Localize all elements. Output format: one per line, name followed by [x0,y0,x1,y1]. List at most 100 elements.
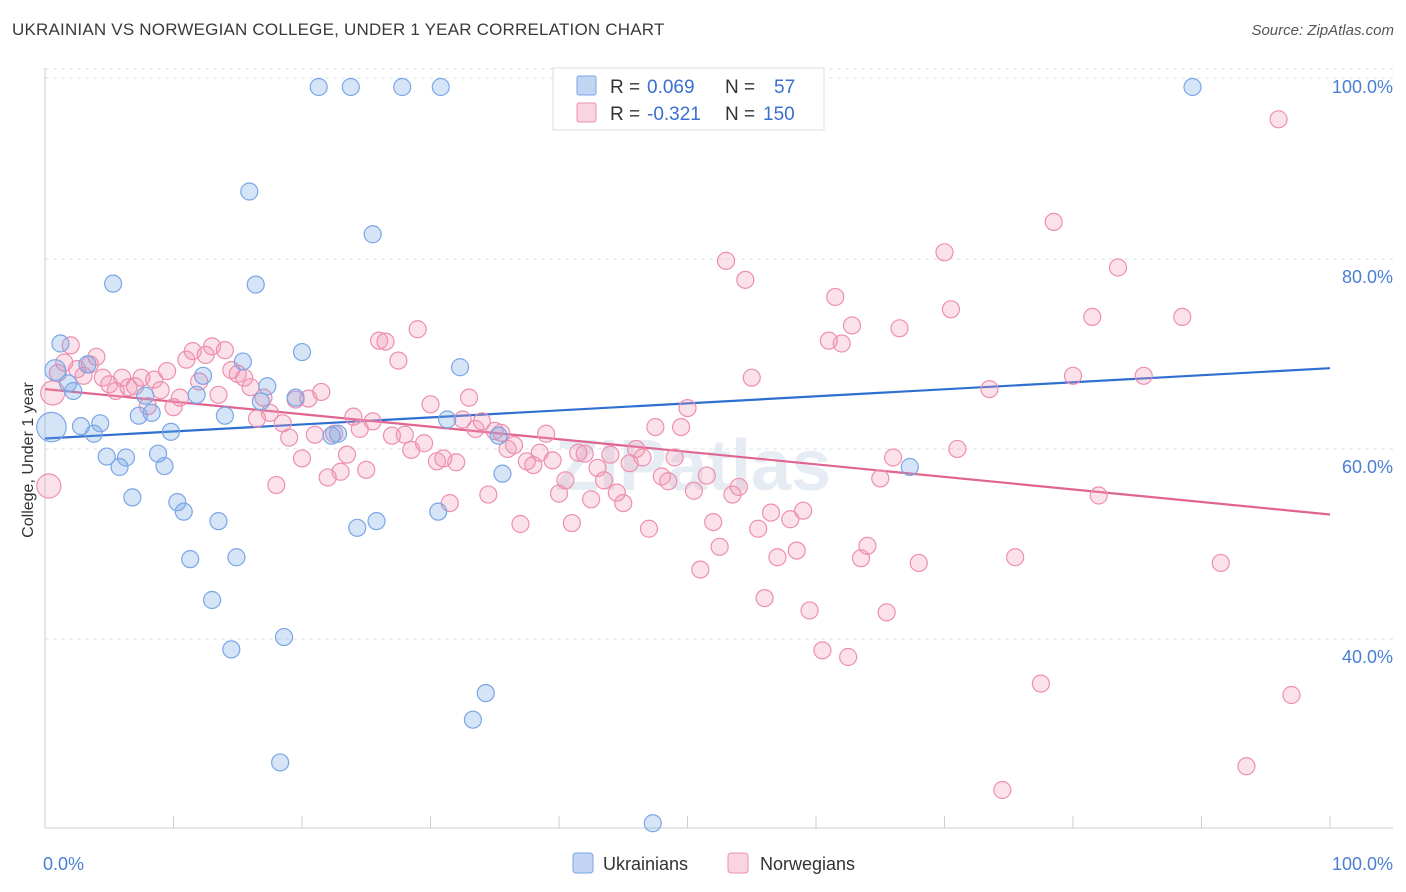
point-norwegians-98 [665,448,684,467]
point-ukrainians-29 [227,548,246,567]
point-norwegians-67 [466,419,485,439]
point-norwegians-145 [1173,307,1192,326]
point-ukrainians-39 [309,77,328,97]
chart-source: Source: ZipAtlas.com [1251,22,1394,39]
point-norwegians-119 [813,641,832,660]
point-ukrainians-6 [78,355,97,374]
point-norwegians-141 [1083,307,1102,326]
point-ukrainians-22 [181,550,200,569]
point-ukrainians-8 [91,414,110,433]
y-tick-label-1: 80.0% [1342,267,1393,287]
y-tick-label-3: 40.0% [1342,647,1393,667]
legend-r-label-2: R = [610,104,640,125]
point-norwegians-27 [209,385,228,404]
point-ukrainians-11 [110,457,129,477]
point-norwegians-143 [1108,258,1128,277]
point-ukrainians-52 [476,683,495,703]
point-norwegians-65 [453,410,472,429]
point-ukrainians-16 [142,403,161,422]
point-norwegians-137 [1006,548,1025,567]
point-norwegians-59 [414,434,434,453]
point-norwegians-129 [883,448,903,467]
point-norwegians-117 [794,501,813,520]
point-ukrainians-44 [363,225,382,244]
point-norwegians-18 [151,380,170,400]
point-norwegians-142 [1089,486,1108,505]
point-norwegians-132 [935,243,954,262]
point-ukrainians-32 [246,275,265,294]
point-norwegians-40 [292,449,312,468]
point-ukrainians-40 [322,426,341,445]
point-norwegians-83 [569,443,588,462]
point-norwegians-100 [678,399,697,418]
point-ukrainians-42 [341,77,360,97]
point-ukrainians-56 [900,457,919,477]
point-norwegians-0 [36,473,62,499]
point-ukrainians-15 [136,386,155,405]
data-points [36,77,1301,833]
point-ukrainians-12 [116,448,136,467]
point-norwegians-46 [331,462,350,481]
point-norwegians-135 [980,380,999,399]
point-norwegians-95 [646,418,665,437]
bottom-legend-label-norwegians: Norwegians [760,854,855,874]
bottom-legend-swatch-ukrainians [572,852,594,874]
point-norwegians-139 [1044,212,1063,231]
point-norwegians-134 [948,439,967,459]
point-norwegians-38 [280,428,299,447]
point-ukrainians-7 [84,424,103,443]
point-ukrainians-26 [209,512,228,531]
legend-n-value-1: 57 [774,77,795,98]
point-ukrainians-53 [489,426,508,445]
point-norwegians-110 [742,368,761,387]
point-ukrainians-34 [258,377,277,396]
point-norwegians-123 [839,647,858,667]
point-norwegians-136 [993,780,1012,800]
point-norwegians-128 [877,603,896,622]
point-ukrainians-25 [202,590,222,610]
point-norwegians-54 [382,426,402,445]
point-norwegians-101 [684,481,704,500]
point-norwegians-114 [768,548,787,567]
point-norwegians-71 [492,423,511,442]
point-ukrainians-48 [429,502,448,521]
point-ukrainians-49 [438,410,457,429]
point-norwegians-28 [215,341,234,360]
point-norwegians-93 [633,448,652,467]
bottom-legend-label-ukrainians: Ukrainians [603,854,688,874]
point-ukrainians-33 [251,392,270,411]
point-norwegians-21 [170,388,190,407]
point-ukrainians-0 [36,411,67,443]
point-ukrainians-36 [274,627,294,647]
point-norwegians-58 [408,320,427,339]
point-norwegians-69 [479,485,498,504]
point-norwegians-84 [575,444,594,463]
point-ukrainians-47 [431,77,450,97]
point-norwegians-115 [781,510,800,529]
point-norwegians-64 [447,453,466,472]
point-norwegians-133 [941,300,961,319]
point-norwegians-19 [157,361,177,381]
point-norwegians-66 [459,388,479,407]
point-norwegians-127 [871,469,890,488]
y-tick-label-0: 100.0% [1332,77,1393,97]
point-ukrainians-24 [193,366,213,385]
point-norwegians-140 [1063,366,1083,385]
point-ukrainians-9 [97,447,116,466]
point-ukrainians-43 [348,518,367,537]
legend-r-value-2: -0.321 [647,104,701,125]
point-norwegians-82 [562,513,581,533]
point-norwegians-97 [659,472,678,491]
point-norwegians-99 [671,418,691,437]
point-norwegians-6 [74,366,93,385]
point-ukrainians-2 [51,334,70,353]
bottom-legend: Ukrainians Norwegians [572,852,855,874]
point-norwegians-79 [543,451,562,470]
point-norwegians-9 [93,368,112,387]
point-ukrainians-37 [286,388,305,407]
point-norwegians-73 [504,436,524,455]
axes: 100.0% 80.0% 60.0% 40.0% 0.0% 100.0% [43,68,1393,874]
watermark: ZIPatlas [555,426,831,506]
point-norwegians-124 [842,316,862,335]
